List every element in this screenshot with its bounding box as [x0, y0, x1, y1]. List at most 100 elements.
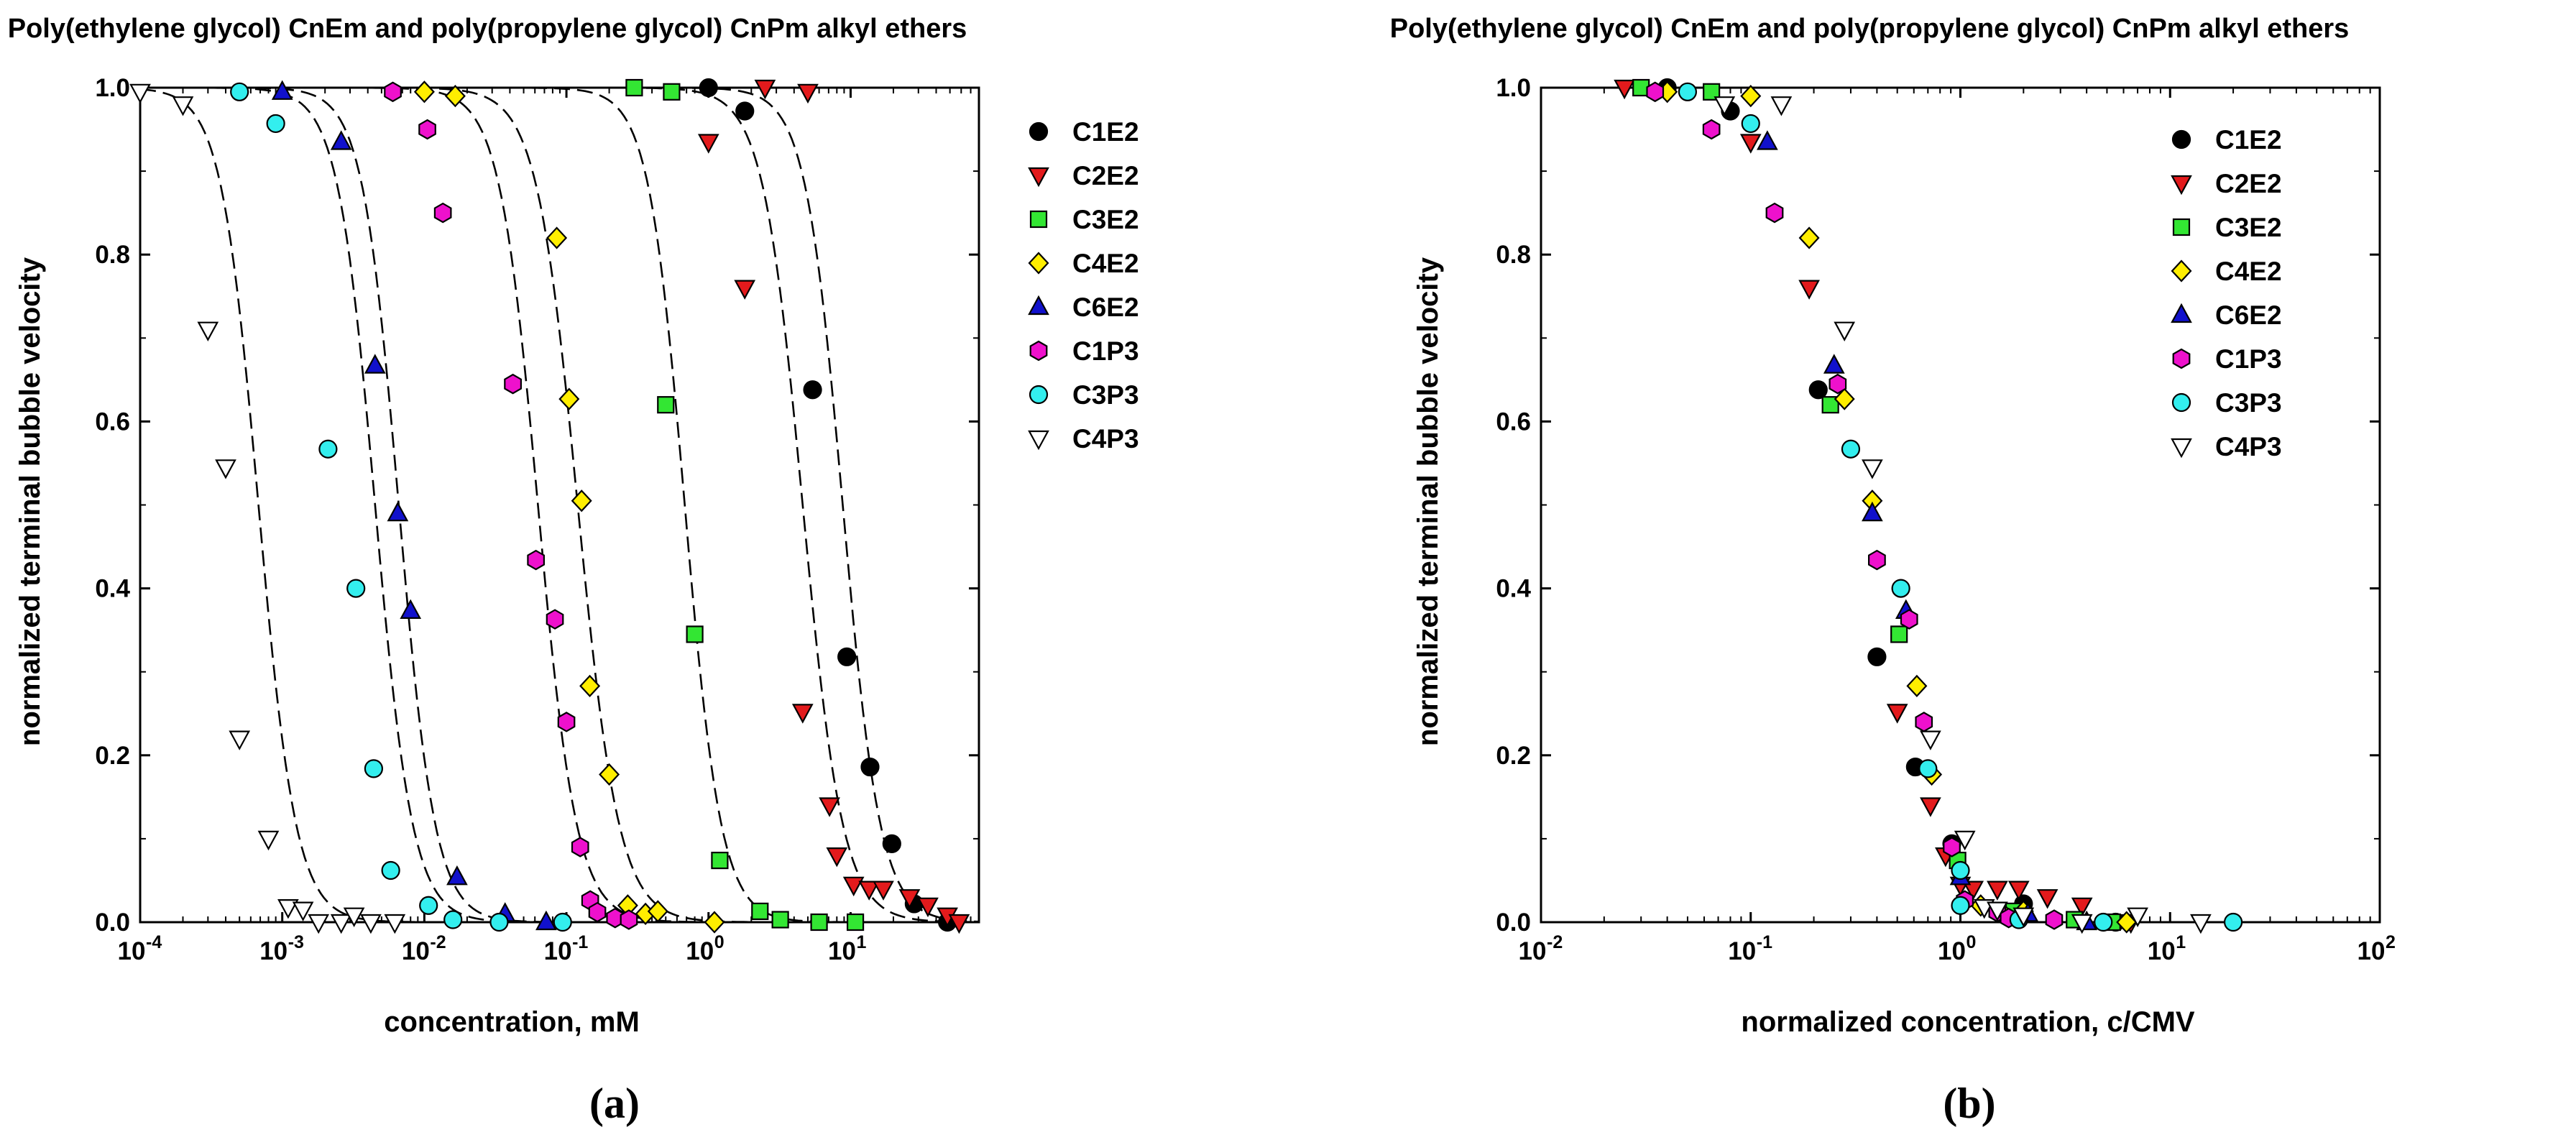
- panel-b-point-c4p3: [2012, 907, 2035, 928]
- panel-a-series-c3p3: [230, 82, 572, 932]
- panel-b-point-c1p3: [1943, 837, 1961, 857]
- panel-b-point-c6e2: [1757, 130, 1778, 150]
- panel-b: Poly(ethylene glycol) CnEm and poly(prop…: [1390, 14, 2396, 1127]
- panel-b-legend-marker-c4e2: [2171, 259, 2192, 282]
- panel-b-point-c2e2: [2007, 880, 2030, 901]
- panel-a-legend-label-c4e2: C4E2: [1072, 249, 1139, 278]
- panel-b-point-c4p3: [1862, 459, 1883, 479]
- panel-a-point-c4p3: [277, 898, 299, 919]
- panel-a-point-c6e2: [271, 80, 293, 100]
- panel-a-legend-marker-c4e2: [1028, 252, 1049, 275]
- panel-a-point-c6e2: [364, 354, 386, 374]
- panel-a-point-c6e2: [330, 130, 352, 150]
- panel-b-point-c4p3: [1834, 321, 1856, 342]
- panel-a-point-c4p3: [129, 83, 151, 104]
- panel-a-point-c3e2: [711, 851, 729, 870]
- panel-b-point-c1p3: [1828, 373, 1847, 395]
- panel-b-legend-label-c1p3: C1P3: [2215, 344, 2282, 374]
- panel-a-point-c2e2: [917, 897, 939, 918]
- panel-b-point-c3p3: [1891, 579, 1910, 598]
- panel-b-point-c2e2: [1614, 79, 1635, 100]
- panel-b-legend-label-c2e2: C2E2: [2215, 169, 2282, 198]
- panel-a-point-c1p3: [557, 712, 576, 732]
- panel-b-y-axis-label: normalized terminal bubble velocity: [1412, 257, 1444, 746]
- panel-b-point-c3e2: [1890, 625, 1908, 643]
- panel-a-legend-marker-c2e2: [1028, 167, 1049, 188]
- panel-b-point-c1p3: [1868, 549, 1886, 571]
- panel-a-point-c3p3: [318, 439, 338, 459]
- panel-a-point-c1p3: [433, 202, 452, 224]
- panel-b-y-tick-label: 0.6: [1496, 408, 1531, 436]
- panel-a-point-c4e2: [579, 674, 601, 698]
- panel-b-point-c6e2: [1862, 501, 1883, 522]
- panel-a-point-c3p3: [489, 912, 509, 932]
- panel-b-point-c4e2: [1798, 226, 1820, 249]
- panel-b-point-c4p3: [2190, 914, 2212, 934]
- panel-b-legend-label-c1e2: C1E2: [2215, 125, 2282, 155]
- panel-b-point-c3p3: [2223, 912, 2243, 932]
- panel-a-point-c4e2: [599, 763, 620, 786]
- panel-b-point-c2e2: [1987, 880, 2008, 901]
- panel-b-point-c2e2: [2036, 889, 2058, 909]
- panel-a-point-c1p3: [546, 609, 564, 630]
- panel-a-point-c2e2: [826, 847, 848, 868]
- panel-b-y-tick-label: 0.4: [1496, 575, 1531, 603]
- panel-a-point-c1p3: [418, 119, 436, 140]
- panel-a-legend-marker-c1p3: [1029, 340, 1048, 362]
- panel-a-fit-curve-c1e2: [140, 88, 979, 922]
- panel-a-point-c2e2: [842, 876, 865, 897]
- panel-a-point-c1e2: [860, 757, 880, 777]
- panel-a-y-axis-label: normalized terminal bubble velocity: [14, 257, 46, 746]
- panel-a-point-c1e2: [735, 101, 755, 121]
- panel-a-point-c4p3: [330, 914, 352, 934]
- panel-b-legend: C1E2 C2E2 C3E2 C4E2 C6E2 C1P3 C3P3 C4P3: [2171, 125, 2282, 461]
- panel-a-point-c6e2: [535, 910, 557, 931]
- panel-b-point-c2e2: [1886, 704, 1908, 724]
- panel-a-point-c3e2: [657, 396, 675, 414]
- panel-a-legend-label-c1e2: C1E2: [1072, 117, 1139, 147]
- panel-b-x-tick-exponent: -2: [1547, 932, 1563, 952]
- panel-a-point-c1p3: [571, 837, 589, 857]
- panel-a-point-c4p3: [257, 830, 280, 851]
- panel-a-x-tick-exponent: 1: [856, 932, 866, 952]
- panel-a-point-c1e2: [837, 647, 857, 666]
- panel-b-point-c1p3: [1702, 119, 1721, 140]
- panel-a-series-c4p3: [129, 83, 406, 934]
- panel-a-point-c1e2: [882, 834, 901, 853]
- panel-b-legend-marker-c1e2: [2171, 129, 2191, 150]
- panel-a-point-c4e2: [444, 84, 466, 108]
- panel-a-point-c6e2: [400, 599, 422, 620]
- panel-b-point-c3p3: [1678, 82, 1698, 101]
- panel-a-x-tick-label: 10: [544, 937, 572, 965]
- panel-a-y-tick-label: 0.2: [95, 742, 130, 770]
- panel-b-point-c3p3: [1841, 439, 1861, 459]
- panel-a-x-tick-label: 10: [118, 937, 146, 965]
- panel-b-x-tick-label: 10: [2148, 937, 2176, 965]
- panel-b-point-c1e2: [1808, 380, 1828, 400]
- panel-a-legend-label-c4p3: C4P3: [1072, 424, 1139, 454]
- panel-a-point-c3p3: [230, 82, 249, 101]
- panel-b-point-c1p3: [2045, 909, 2064, 930]
- panel-b-legend-marker-c4p3: [2171, 438, 2192, 459]
- panel-b-x-tick-exponent: -1: [1757, 932, 1772, 952]
- panel-a-point-c4e2: [647, 900, 668, 923]
- panel-a-x-tick-label: 10: [686, 937, 714, 965]
- panel-a-series-c2e2: [697, 79, 970, 934]
- panel-a-y-tick-label: 0.0: [95, 909, 130, 937]
- panel-b-point-c2e2: [1962, 880, 1984, 901]
- panel-a-point-c2e2: [898, 889, 921, 909]
- panel-b-point-c4p3: [1920, 730, 1941, 750]
- panel-b-point-c1p3: [1915, 712, 1933, 732]
- panel-b-point-c2e2: [1920, 797, 1941, 817]
- panel-b-title: Poly(ethylene glycol) CnEm and poly(prop…: [1390, 14, 2350, 44]
- panel-a-point-c4e2: [571, 489, 592, 512]
- panel-b-point-c4p3: [1714, 96, 1736, 116]
- panel-b-legend-marker-c2e2: [2171, 175, 2192, 196]
- panel-a-point-c3p3: [364, 759, 383, 778]
- panel-a-fit-curve-c4p3: [140, 88, 979, 922]
- panel-a-point-c4e2: [704, 911, 725, 934]
- panel-a-legend-label-c6e2: C6E2: [1072, 293, 1139, 322]
- panel-b-point-c4p3: [1954, 830, 1976, 851]
- panel-a-x-tick-exponent: -3: [288, 932, 304, 952]
